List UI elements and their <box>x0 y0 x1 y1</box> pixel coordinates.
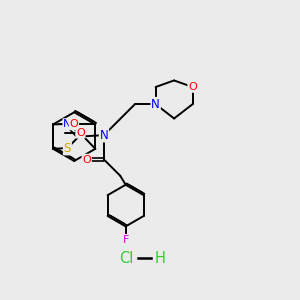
Text: F: F <box>122 235 129 245</box>
Text: S: S <box>64 142 71 154</box>
Text: H: H <box>155 251 166 266</box>
Text: O: O <box>82 154 91 164</box>
Text: N: N <box>63 119 72 129</box>
Text: O: O <box>76 128 85 138</box>
Text: Cl: Cl <box>119 251 134 266</box>
Text: N: N <box>151 98 160 111</box>
Text: O: O <box>70 119 78 129</box>
Text: O: O <box>188 82 197 92</box>
Text: N: N <box>100 129 108 142</box>
